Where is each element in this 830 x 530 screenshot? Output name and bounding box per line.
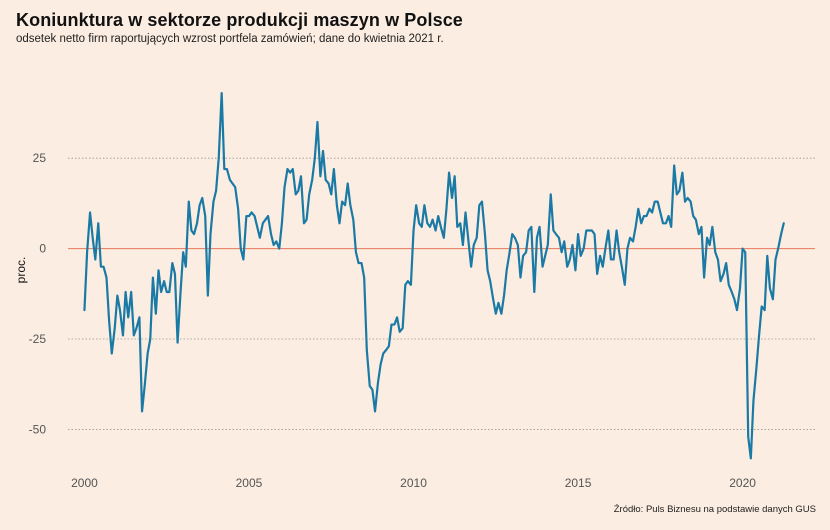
x-tick-label: 2000: [71, 476, 98, 490]
series-line-0: [83, 91, 785, 460]
y-axis-label: proc.: [14, 257, 28, 284]
source-caption: Źródło: Puls Biznesu na podstawie danych…: [613, 504, 816, 515]
y-tick-label: -50: [29, 422, 47, 436]
chart-title: Koniunktura w sektorze produkcji maszyn …: [16, 10, 463, 30]
x-tick-label: 2010: [400, 476, 427, 490]
y-tick-label: 0: [39, 242, 46, 256]
y-axis-ticks: 25 0 -25 -50: [29, 151, 47, 436]
x-axis-ticks: 2000 2005 2010 2015 2020: [71, 476, 756, 490]
data-series: [83, 91, 785, 460]
x-tick-label: 2015: [565, 476, 592, 490]
x-tick-label: 2020: [729, 476, 756, 490]
y-tick-label: 25: [33, 151, 47, 165]
chart-subtitle: odsetek netto firm raportujących wzrost …: [16, 33, 444, 45]
x-tick-label: 2005: [236, 476, 263, 490]
y-tick-label: -25: [29, 332, 47, 346]
